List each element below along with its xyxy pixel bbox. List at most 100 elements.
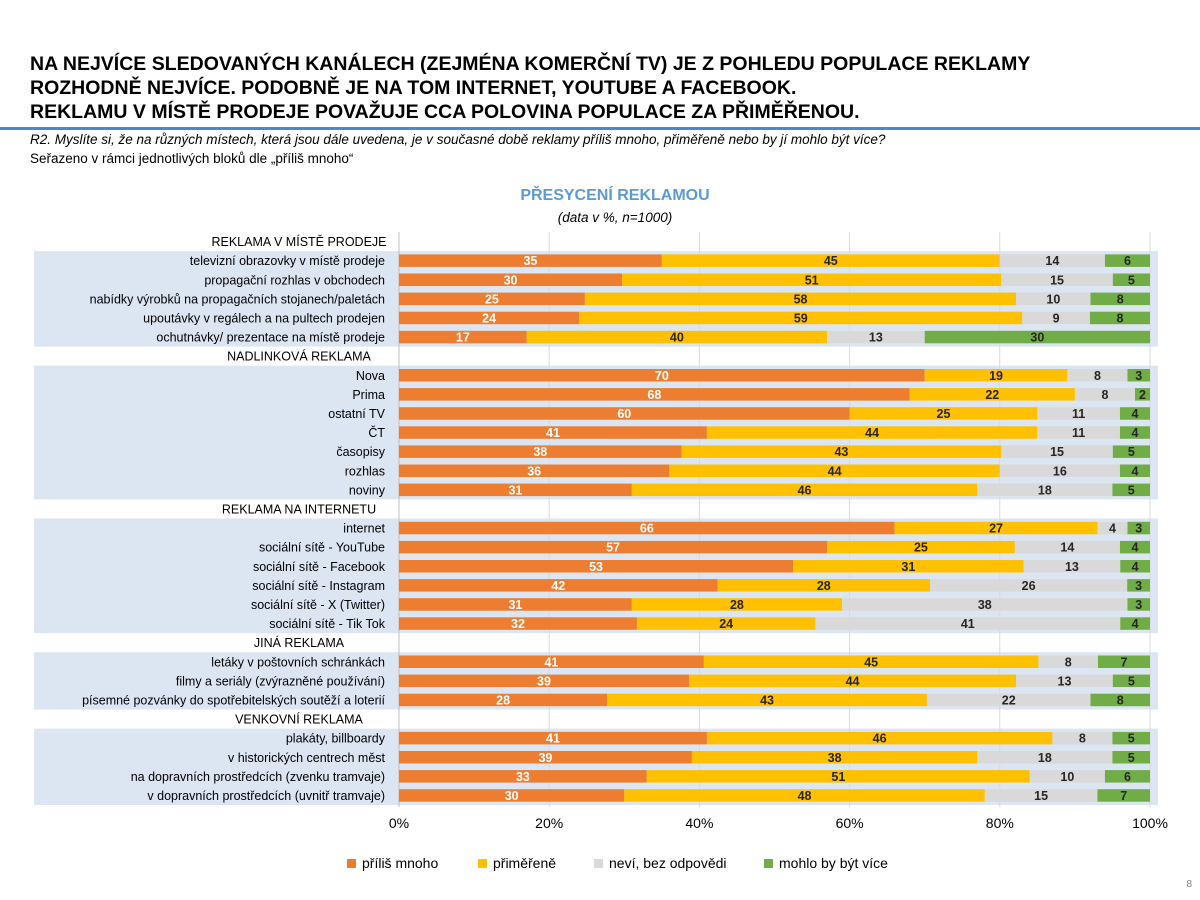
data-label: 13	[1058, 674, 1072, 688]
category-label: sociální sítě - Instagram	[252, 579, 385, 593]
survey-question: R2. Myslíte si, že na různých místech, k…	[30, 132, 886, 147]
bar-segment	[691, 751, 978, 764]
legend-item: mohlo by být více	[764, 855, 888, 871]
category-label: sociální sítě - YouTube	[259, 541, 385, 555]
group-band	[34, 518, 1158, 634]
bar-segment	[1014, 540, 1120, 554]
x-tick-label: 60%	[836, 815, 864, 831]
data-label: 32	[511, 617, 525, 631]
data-label: 8	[1101, 388, 1108, 402]
bar-segment	[894, 521, 1098, 535]
bar-segment	[579, 311, 1023, 325]
data-label: 25	[937, 407, 951, 421]
data-label: 5	[1128, 674, 1135, 688]
bar-segment	[1090, 693, 1150, 707]
bar-segment	[399, 330, 527, 344]
bar-segment	[999, 464, 1120, 477]
bar-segment	[924, 369, 1068, 382]
category-label: v historických centrech měst	[228, 751, 386, 765]
bar-segment	[399, 674, 689, 688]
category-label: rozhlas	[345, 464, 385, 478]
bar-segment	[399, 521, 895, 535]
data-label: 5	[1128, 483, 1135, 497]
data-label: 35	[523, 254, 537, 268]
bar-segment	[1097, 789, 1150, 802]
bar-segment	[669, 464, 1000, 477]
bar-segment	[1127, 579, 1150, 592]
data-label: 4	[1132, 560, 1139, 574]
category-label: ostatní TV	[328, 407, 385, 421]
data-label: 3	[1135, 369, 1142, 383]
category-label: internet	[343, 522, 385, 536]
data-label: 38	[828, 751, 842, 765]
bar-segment	[1112, 445, 1150, 458]
category-label: na dopravních prostředcích (zvenku tramv…	[131, 770, 385, 784]
data-label: 31	[901, 560, 915, 574]
legend-swatch	[764, 858, 773, 868]
data-label: 10	[1046, 292, 1060, 306]
data-label: 31	[508, 598, 522, 612]
bar-segment	[977, 483, 1113, 497]
bar-segment	[399, 751, 692, 764]
category-label: letáky v poštovních schránkách	[211, 655, 385, 669]
data-label: 41	[544, 655, 558, 669]
x-tick-label: 80%	[986, 815, 1014, 831]
gridlines	[398, 232, 1151, 807]
bar-segment	[1074, 388, 1135, 401]
legend-swatch	[347, 858, 356, 868]
bar-segment	[1119, 407, 1150, 420]
bar-segment	[827, 330, 925, 344]
data-label: 36	[527, 464, 541, 478]
data-label: 15	[1050, 273, 1064, 287]
bar-segment	[1120, 617, 1150, 630]
bar-segment	[399, 540, 828, 554]
x-tick-label: 20%	[535, 815, 563, 831]
legend-item: přiměřeně	[478, 855, 556, 871]
bar-segment	[1119, 464, 1150, 477]
bar-segment	[1052, 731, 1113, 745]
category-label: písemné pozvánky do spotřebitelských sou…	[82, 693, 385, 707]
data-label: 13	[869, 331, 883, 345]
bar-segment	[1029, 770, 1105, 783]
data-label: 5	[1128, 273, 1135, 287]
bar-segment	[1127, 369, 1150, 382]
data-label: 26	[1022, 579, 1036, 593]
bar-segment	[977, 751, 1113, 764]
bar-segment	[399, 254, 662, 267]
bar-segment	[930, 579, 1128, 592]
bar-segment	[631, 483, 978, 497]
data-label: 46	[873, 732, 887, 746]
x-tick-label: 100%	[1132, 815, 1168, 831]
bar-segment	[984, 789, 1098, 802]
bar-segment	[661, 254, 1000, 267]
bar-segment	[815, 617, 1121, 630]
data-label: 25	[485, 292, 499, 306]
category-label: upoutávky v regálech a na pultech prodej…	[143, 311, 385, 325]
bar-segment	[399, 598, 632, 611]
data-label: 4	[1109, 522, 1116, 536]
bar-segment	[399, 617, 637, 630]
data-label: 68	[647, 388, 661, 402]
data-label: 45	[864, 655, 878, 669]
group-label: NADLINKOVÁ REKLAMA	[227, 349, 371, 364]
bar-segment	[399, 311, 580, 325]
legend-item: neví, bez odpovědi	[594, 855, 727, 871]
bar-segment	[399, 483, 632, 497]
category-label: televizní obrazovky v místě prodeje	[190, 254, 385, 268]
data-label: 3	[1135, 598, 1142, 612]
data-label: 6	[1124, 254, 1131, 268]
data-label: 45	[824, 254, 838, 268]
data-label: 14	[1045, 254, 1059, 268]
data-label: 8	[1117, 292, 1124, 306]
bar-segment	[1067, 369, 1128, 382]
data-label: 28	[730, 598, 744, 612]
bar-segment	[1022, 311, 1090, 325]
category-labels: REKLAMA V MÍSTĚ PRODEJE NADLINKOVÁ REKLAM…	[82, 234, 386, 803]
bar-segment	[1127, 521, 1150, 535]
bar-segment	[1119, 426, 1150, 439]
category-label: filmy a seriály (zvýrazněné používání)	[176, 674, 385, 688]
data-label: 8	[1079, 732, 1086, 746]
data-label: 4	[1132, 426, 1139, 440]
bar-segment	[1104, 770, 1150, 783]
